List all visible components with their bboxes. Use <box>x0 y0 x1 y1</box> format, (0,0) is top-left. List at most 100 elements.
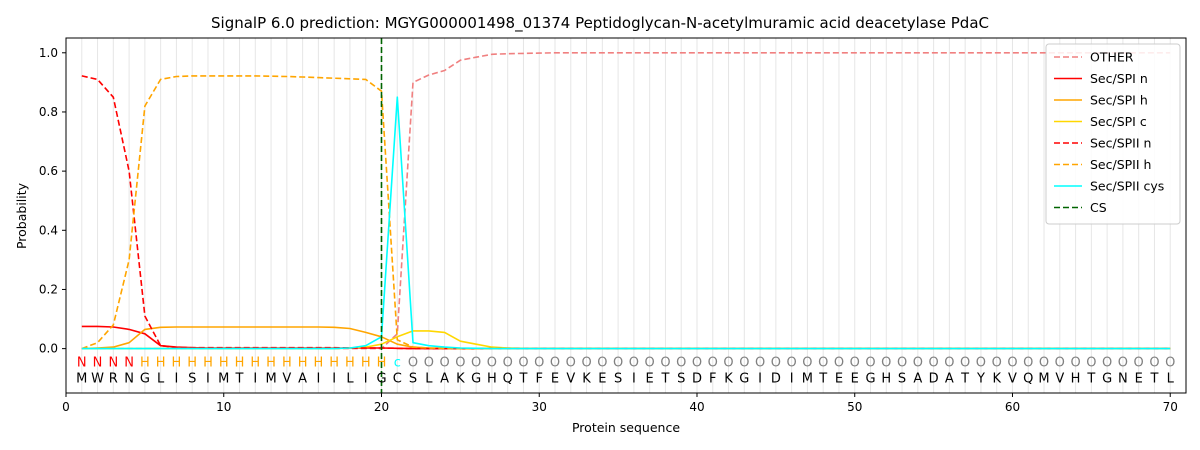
legend-entry: Sec/SPI h <box>1090 93 1148 108</box>
region-label: H <box>266 355 276 370</box>
region-label: H <box>298 355 308 370</box>
residue-letter: I <box>332 372 336 387</box>
residue-letter: F <box>535 372 542 387</box>
residue-letter: T <box>1149 372 1158 387</box>
residue-letter: A <box>440 372 449 387</box>
x-tick-label: 60 <box>1005 400 1020 414</box>
region-label: O <box>755 355 765 370</box>
residue-letter: L <box>346 372 354 387</box>
residue-letter: I <box>364 372 368 387</box>
region-label: O <box>1102 355 1112 370</box>
region-label: O <box>629 355 639 370</box>
y-tick-label: 1.0 <box>39 46 58 60</box>
region-label: O <box>1039 355 1049 370</box>
x-tick-label: 20 <box>374 400 389 414</box>
residue-letter: T <box>1086 372 1095 387</box>
residue-letter: N <box>1118 372 1128 387</box>
region-label: O <box>424 355 434 370</box>
residue-letter: G <box>1102 372 1112 387</box>
region-label: O <box>1055 355 1065 370</box>
region-label: O <box>771 355 781 370</box>
x-axis-label: Protein sequence <box>572 420 680 435</box>
x-tick-label: 50 <box>847 400 862 414</box>
series-lines <box>81 51 1171 350</box>
residue-letter: L <box>1167 372 1175 387</box>
residue-letter: T <box>518 372 527 387</box>
residue-letter: Q <box>1023 372 1033 387</box>
region-label: O <box>581 355 591 370</box>
region-label: H <box>377 355 387 370</box>
region-label: O <box>928 355 938 370</box>
region-label: c <box>394 355 401 370</box>
region-label: O <box>802 355 812 370</box>
residue-letter: G <box>140 372 150 387</box>
residue-letter: I <box>175 372 179 387</box>
residue-letter: F <box>709 372 716 387</box>
residue-letter: E <box>835 372 843 387</box>
residue-letter: R <box>109 372 118 387</box>
residue-letter: K <box>724 372 733 387</box>
residue-letter: G <box>376 372 386 387</box>
residue-letter: I <box>206 372 210 387</box>
region-label: O <box>455 355 465 370</box>
residue-letter: T <box>660 372 669 387</box>
y-tick-label: 0.6 <box>39 164 58 178</box>
region-label: O <box>471 355 481 370</box>
residue-letter: Y <box>976 372 985 387</box>
legend: OTHER Sec/SPI n Sec/SPI h Sec/SPI c Sec/SPII… <box>1045 43 1181 225</box>
legend-entry: CS <box>1090 200 1107 215</box>
residue-letter: T <box>235 372 244 387</box>
residue-letter: V <box>566 372 575 387</box>
region-label: O <box>913 355 923 370</box>
residue-letter: G <box>471 372 481 387</box>
y-tick-label: 0.8 <box>39 105 58 119</box>
x-axis: 0 10 20 30 40 50 60 70 <box>62 393 1178 414</box>
series-line-sec-spii-cys <box>81 96 1171 350</box>
region-label: O <box>723 355 733 370</box>
residue-letter: M <box>802 372 813 387</box>
region-label: O <box>960 355 970 370</box>
region-label: O <box>645 355 655 370</box>
legend-entry: Sec/SPII n <box>1090 136 1151 151</box>
residue-letter: H <box>487 372 497 387</box>
residue-letter: H <box>1071 372 1081 387</box>
residue-letter: E <box>1135 372 1143 387</box>
region-label: O <box>976 355 986 370</box>
region-label: H <box>314 355 324 370</box>
region-label: O <box>865 355 875 370</box>
region-label: O <box>739 355 749 370</box>
residue-letter: I <box>790 372 794 387</box>
residue-letter: L <box>425 372 433 387</box>
residue-letter: S <box>188 372 196 387</box>
region-label: O <box>1086 355 1096 370</box>
residue-letter: S <box>409 372 417 387</box>
legend-entry: Sec/SPII h <box>1090 157 1151 172</box>
x-tick-label: 10 <box>216 400 231 414</box>
region-label: O <box>1070 355 1080 370</box>
chart-title: SignalP 6.0 prediction: MGYG000001498_01… <box>211 14 989 33</box>
x-tick-label: 30 <box>532 400 547 414</box>
residue-letter: T <box>818 372 827 387</box>
region-label: H <box>235 355 245 370</box>
residue-letter: M <box>76 372 87 387</box>
residue-letter: D <box>692 372 702 387</box>
y-axis: 0.0 0.2 0.4 0.6 0.8 1.0 <box>39 46 66 356</box>
residue-letter: Q <box>503 372 513 387</box>
region-label: H <box>250 355 260 370</box>
residue-letter: H <box>881 372 891 387</box>
series-line-sec-spi-h <box>81 326 1171 350</box>
legend-box <box>1045 43 1181 225</box>
residue-letter: E <box>646 372 654 387</box>
region-label: H <box>329 355 339 370</box>
region-label: H <box>140 355 150 370</box>
residue-letter: S <box>614 372 622 387</box>
region-label: O <box>676 355 686 370</box>
region-label: O <box>518 355 528 370</box>
region-label: O <box>992 355 1002 370</box>
residue-letter: W <box>91 372 104 387</box>
residue-letter: D <box>929 372 939 387</box>
region-label: O <box>597 355 607 370</box>
region-label: O <box>566 355 576 370</box>
residue-letter: V <box>282 372 291 387</box>
x-tick-label: 40 <box>689 400 704 414</box>
